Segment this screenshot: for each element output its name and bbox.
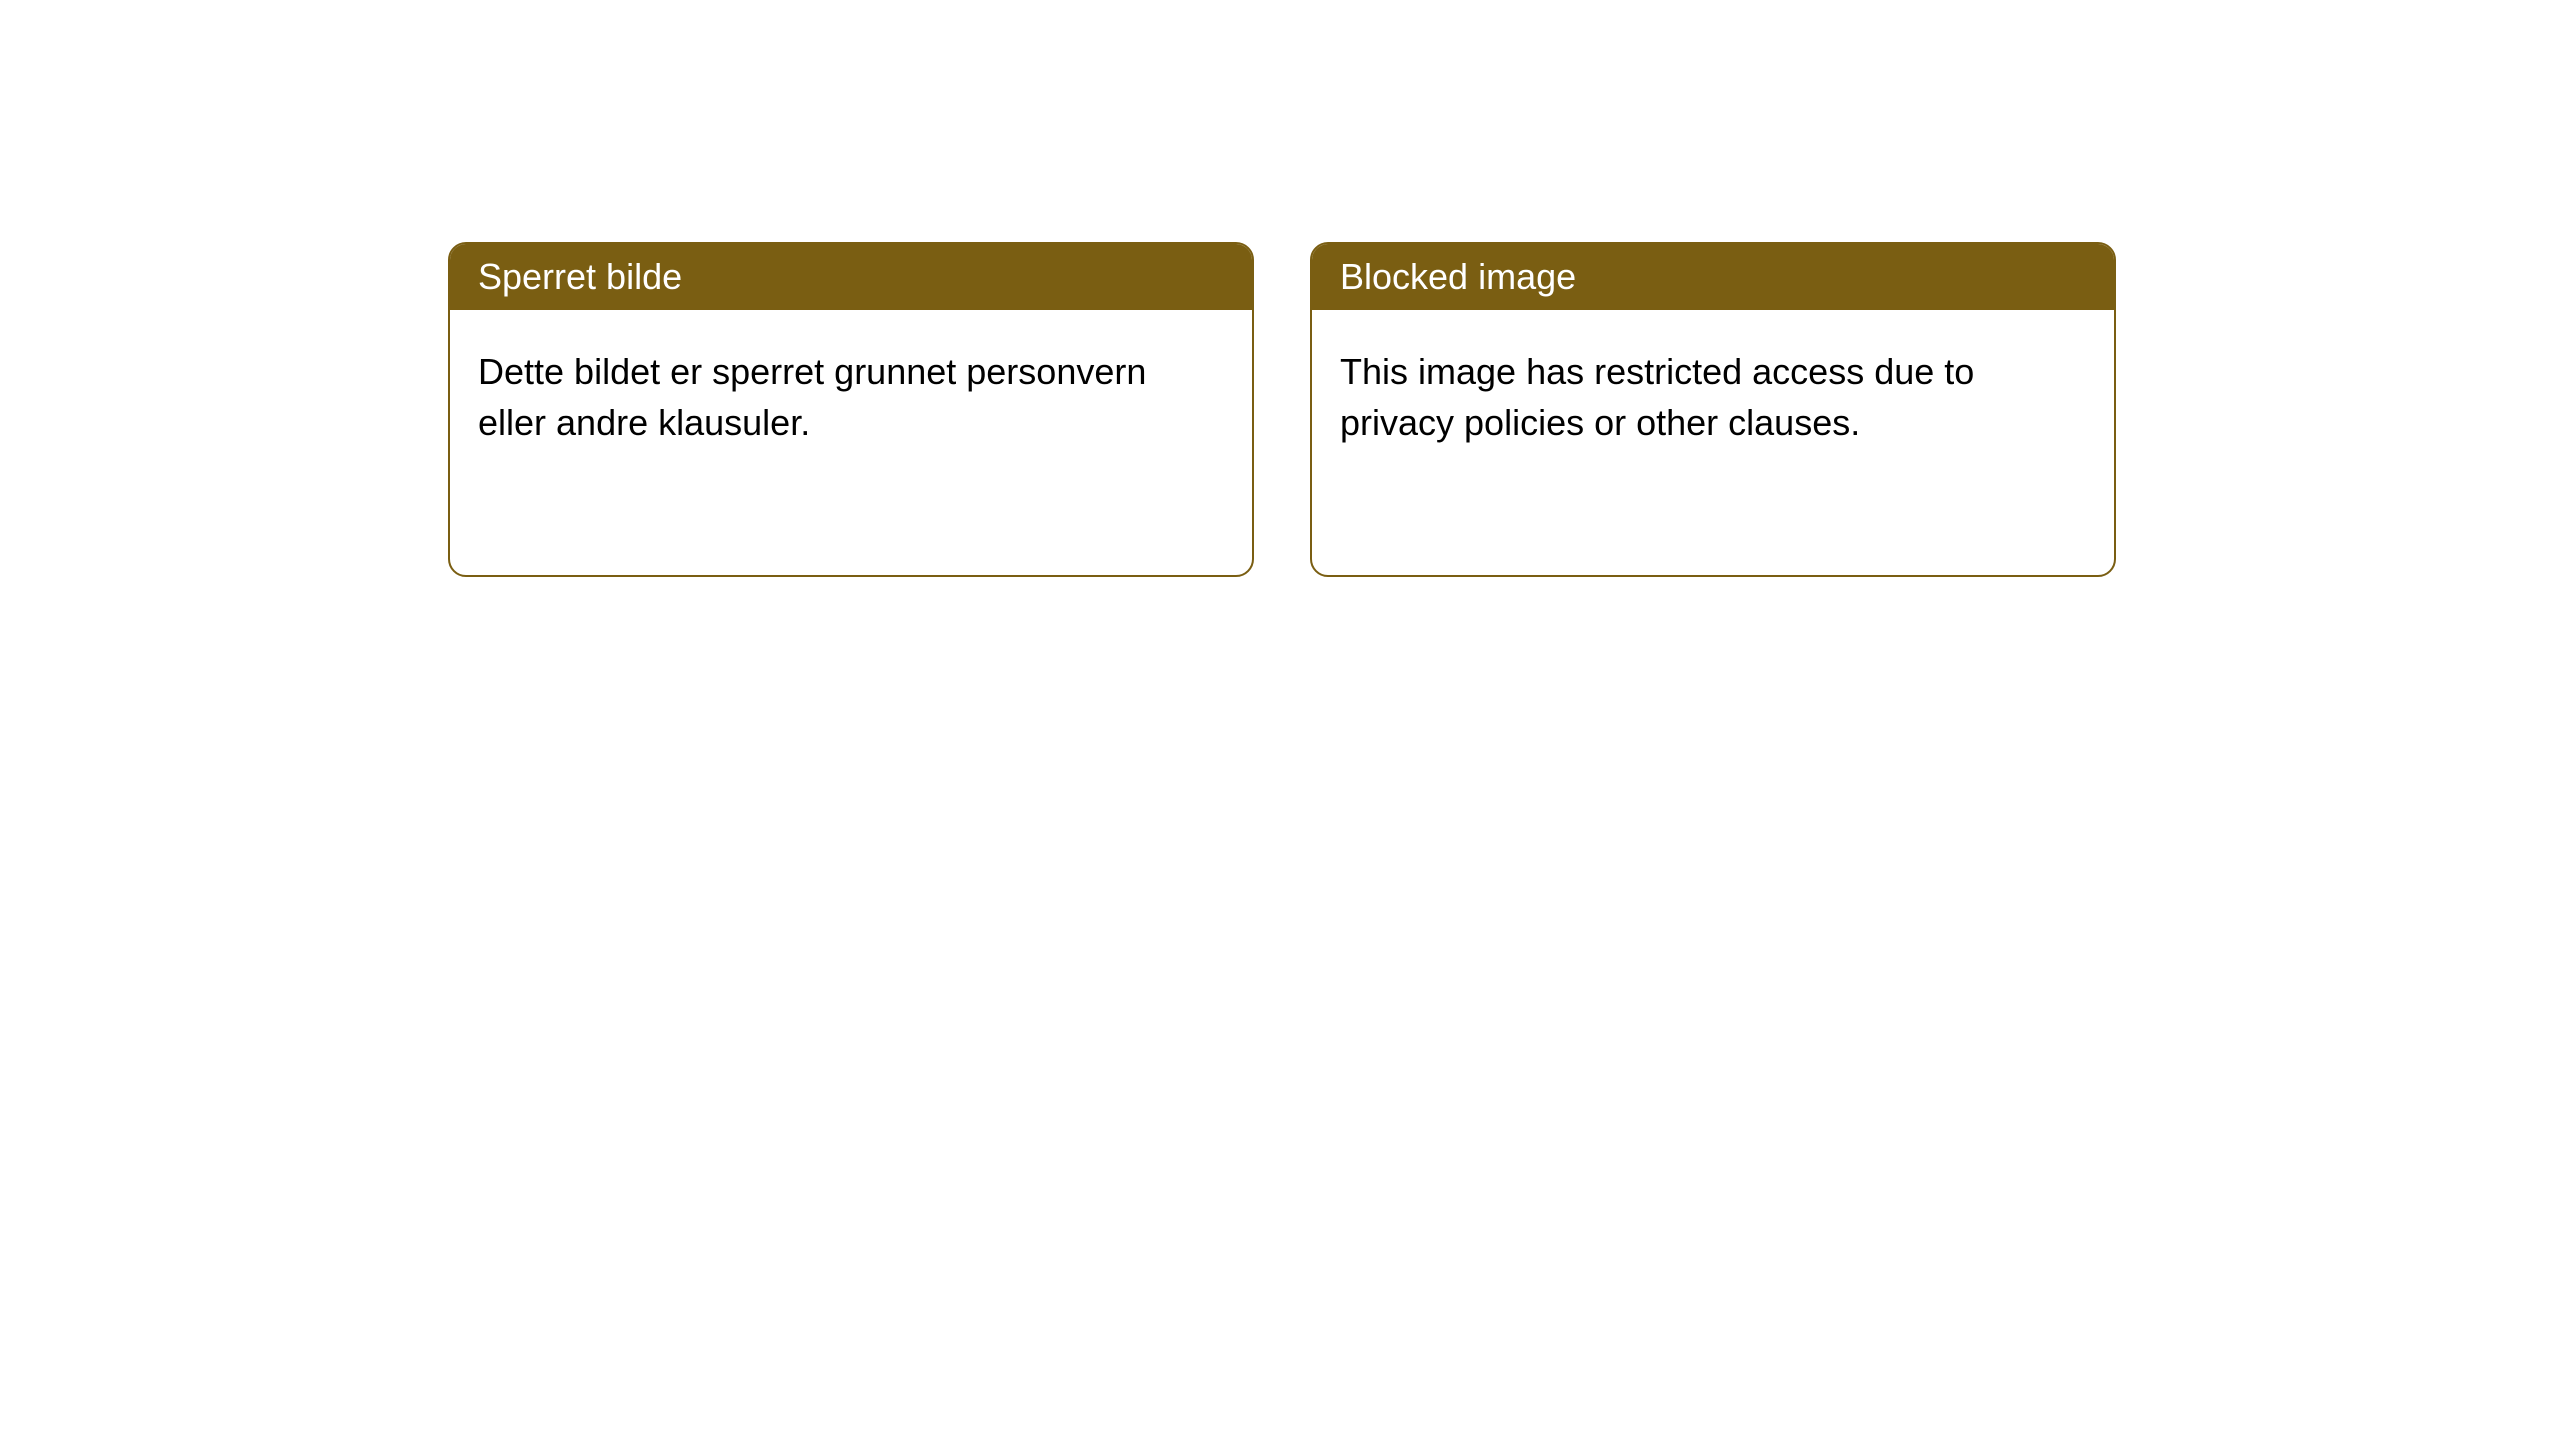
card-title: Blocked image <box>1340 256 1576 297</box>
card-body: This image has restricted access due to … <box>1312 310 2114 484</box>
notice-container: Sperret bilde Dette bildet er sperret gr… <box>448 242 2116 577</box>
notice-card-norwegian: Sperret bilde Dette bildet er sperret gr… <box>448 242 1254 577</box>
notice-card-english: Blocked image This image has restricted … <box>1310 242 2116 577</box>
card-body: Dette bildet er sperret grunnet personve… <box>450 310 1252 484</box>
card-title: Sperret bilde <box>478 256 682 297</box>
card-header: Sperret bilde <box>450 244 1252 310</box>
card-header: Blocked image <box>1312 244 2114 310</box>
card-body-text: Dette bildet er sperret grunnet personve… <box>478 351 1146 443</box>
card-body-text: This image has restricted access due to … <box>1340 351 1974 443</box>
